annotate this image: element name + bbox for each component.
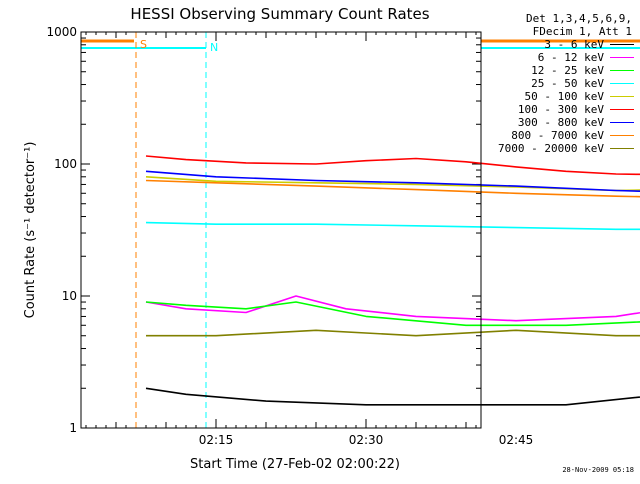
legend-entry: 6 - 12 keV [480, 51, 636, 64]
series-line-2 [145, 301, 640, 327]
legend-swatch [610, 70, 634, 71]
legend-entry: 800 - 7000 keV [480, 129, 636, 142]
legend-swatch [610, 148, 634, 149]
legend-entry: 12 - 25 keV [480, 64, 636, 77]
legend-swatch [610, 96, 634, 97]
series-line-0 [145, 387, 640, 406]
x-tick-label: 02:15 [199, 433, 234, 447]
legend-label: 12 - 25 keV [531, 64, 604, 77]
legend-entry: 50 - 100 keV [480, 90, 636, 103]
legend: Det 1,3,4,5,6,9, FDecim 1, Att 1 3 - 6 k… [480, 12, 636, 155]
legend-entry: 3 - 6 keV [480, 38, 636, 51]
legend-swatch [610, 57, 634, 58]
y-tick-label: 1000 [46, 25, 77, 39]
legend-entry: 7000 - 20000 keV [480, 142, 636, 155]
legend-header-2: FDecim 1, Att 1 [532, 25, 632, 38]
series-line-4 [145, 176, 640, 192]
y-tick-label: 10 [62, 289, 77, 303]
y-tick-label: 1 [69, 421, 77, 435]
annotation-n: N [210, 41, 218, 54]
y-tick-label: 100 [54, 157, 77, 171]
plot-frame [80, 31, 482, 429]
legend-entry: 25 - 50 keV [480, 77, 636, 90]
legend-label: 3 - 6 keV [544, 38, 604, 51]
legend-swatch [610, 122, 634, 123]
series-line-1 [145, 295, 640, 322]
legend-label: 300 - 800 keV [517, 116, 604, 129]
legend-swatch [610, 83, 634, 84]
y-axis-title: Count Rate (s⁻¹ detector⁻¹) [23, 142, 38, 319]
series-line-5 [145, 155, 640, 176]
axis-ticks [81, 31, 481, 429]
timestamp-stamp: 28-Nov-2009 05:18 [562, 466, 634, 474]
legend-entry: 100 - 300 keV [480, 103, 636, 116]
legend-label: 7000 - 20000 keV [498, 142, 604, 155]
legend-label: 100 - 300 keV [517, 103, 604, 116]
legend-swatch [610, 109, 634, 110]
legend-header-1: Det 1,3,4,5,6,9, [526, 12, 632, 25]
series-line-7 [145, 179, 640, 198]
legend-swatch [610, 135, 634, 136]
chart-title: HESSI Observing Summary Count Rates [130, 5, 429, 23]
annotation-s: S [140, 38, 147, 51]
legend-entries: 3 - 6 keV 6 - 12 keV 12 - 25 keV 25 - 50 ke… [480, 38, 636, 155]
y-tick-labels: 1 10 100 1000 [46, 25, 77, 435]
series-line-8 [146, 329, 640, 337]
legend-label: 25 - 50 keV [531, 77, 604, 90]
series-line-6 [145, 170, 640, 192]
x-axis-title: Start Time (27-Feb-02 02:00:22) [190, 457, 400, 472]
legend-entry: 300 - 800 keV [480, 116, 636, 129]
legend-label: 6 - 12 keV [537, 51, 604, 64]
legend-swatch [610, 44, 634, 45]
series-line-3 [145, 221, 640, 231]
legend-label: 800 - 7000 keV [511, 129, 604, 142]
legend-label: 50 - 100 keV [524, 90, 604, 103]
x-tick-label: 02:30 [349, 433, 384, 447]
plot-border [80, 31, 482, 429]
x-tick-label: 02:45 [499, 433, 534, 447]
series-group [145, 155, 640, 406]
